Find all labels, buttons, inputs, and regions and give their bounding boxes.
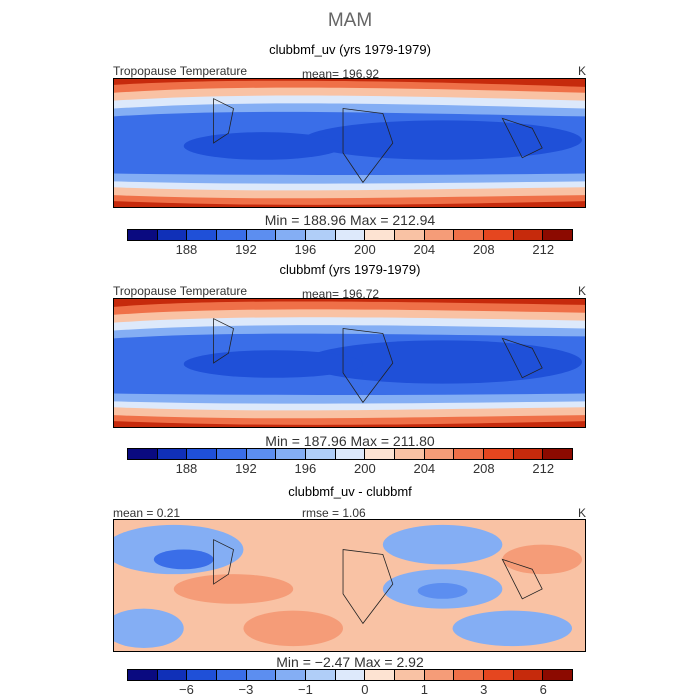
panel-2-colorbar-swatch: [543, 449, 573, 459]
panel-1-colorbar-swatch: [424, 230, 455, 240]
panel-2-colorbar-swatch: [454, 449, 485, 459]
panel-3-unit-label: K: [578, 506, 587, 520]
panel-2-mean-label: mean= 196.72: [302, 287, 380, 301]
panel-3-title: clubbmf_uv - clubbmf: [288, 484, 412, 499]
panel-1-colorbar-swatch: [543, 230, 573, 240]
panel-3-colorbar-swatch: [157, 670, 188, 680]
panel-2-colorbar-swatch: [424, 449, 455, 459]
panel-1-unit-label: K: [578, 64, 587, 78]
panel-3-colorbar-swatch: [187, 670, 218, 680]
panel-2-colorbar-tick-label: 188: [175, 461, 198, 476]
season-title: MAM: [327, 10, 373, 31]
panel-1-colorbar-swatch: [306, 230, 336, 240]
panel-2-colorbar-swatch: [276, 449, 307, 459]
panel-1-colorbar-swatch: [128, 230, 158, 240]
panel-3-rmse-label: rmse = 1.06: [302, 506, 366, 520]
panel-2-colorbar-tick-label: 200: [354, 461, 376, 476]
panel-1-minmax: Min = 188.96 Max = 212.94: [264, 212, 436, 228]
panel-3-colorbar-swatch: [454, 670, 485, 680]
panel-1-colorbar-tick-label: 188: [175, 242, 198, 257]
panel-3-colorbar-swatch: [217, 670, 247, 680]
panel-3-colorbar-swatch: [365, 670, 396, 680]
panel-3-colorbar-swatch: [484, 670, 514, 680]
panel-2-colorbar-tick-label: 204: [413, 461, 436, 476]
panel-3-mean-label: mean = 0.21: [113, 506, 181, 520]
panel-2-colorbar-tick-label: 208: [472, 461, 495, 476]
panel-3-colorbar-swatch: [513, 670, 544, 680]
panel-2-field: [114, 299, 585, 427]
panel-3-colorbar-tick-label: 6: [539, 682, 547, 697]
panel-1-mean-label: mean= 196.92: [302, 67, 380, 81]
panel-2-map: [113, 298, 586, 428]
panel-2-colorbar-swatch: [335, 449, 366, 459]
panel-1-colorbar-tick-label: 204: [413, 242, 436, 257]
panel-1-colorbar-swatch: [217, 230, 247, 240]
panel-3-colorbar-swatch: [276, 670, 307, 680]
panel-3-colorbar-swatch: [395, 670, 425, 680]
panel-1-colorbar-swatch: [365, 230, 396, 240]
panel-3-colorbar-swatch: [424, 670, 455, 680]
panel-1-colorbar-tick-label: 212: [532, 242, 555, 257]
panel-1-colorbar-tick-label: 196: [294, 242, 317, 257]
panel-3-colorbar-tick-label: 1: [420, 682, 428, 697]
panel-1-colorbar-swatch: [513, 230, 544, 240]
panel-2-colorbar-tick-label: 192: [235, 461, 257, 476]
panel-1-colorbar-tick-label: 192: [235, 242, 257, 257]
panel-1-colorbar-swatch: [276, 230, 307, 240]
panel-2-colorbar-swatch: [306, 449, 336, 459]
panel-2-colorbar-tick-label: 212: [532, 461, 555, 476]
panel-2-colorbar-swatch: [187, 449, 218, 459]
panel-2-colorbar-tick-label: 196: [294, 461, 317, 476]
panel-3-colorbar-swatch: [335, 670, 366, 680]
panel-3-map: [113, 519, 586, 652]
panel-2-colorbar-swatch: [365, 449, 396, 459]
panel-3-colorbar-tick-label: −6: [179, 682, 194, 697]
panel-2-unit-label: K: [578, 284, 587, 298]
panel-1-colorbar-swatch: [157, 230, 188, 240]
panel-2-colorbar-swatch: [395, 449, 425, 459]
panel-3-field: [114, 520, 585, 651]
panel-2-colorbar: [127, 448, 573, 460]
panel-1-colorbar-swatch: [454, 230, 485, 240]
panel-1-map: [113, 78, 586, 208]
panel-1-title: clubbmf_uv (yrs 1979-1979): [269, 42, 431, 57]
panel-3-colorbar-swatch: [543, 670, 573, 680]
panel-3-colorbar-tick-label: 3: [480, 682, 488, 697]
panel-1-colorbar-swatch: [187, 230, 218, 240]
panel-1-colorbar-swatch: [246, 230, 277, 240]
panel-2-variable-label: Tropopause Temperature: [113, 284, 248, 298]
panel-1-colorbar-swatch: [484, 230, 514, 240]
panel-3-colorbar-tick-label: −1: [297, 682, 313, 697]
panel-2-minmax: Min = 187.96 Max = 211.80: [265, 433, 435, 449]
panel-3-colorbar-swatch: [128, 670, 158, 680]
panel-1-field: [114, 79, 585, 207]
panel-1-variable-label: Tropopause Temperature: [113, 64, 248, 78]
panel-2-colorbar-swatch: [484, 449, 514, 459]
panel-2-colorbar-swatch: [157, 449, 188, 459]
panel-3-colorbar-tick-label: 0: [361, 682, 369, 697]
panel-3-minmax: Min = −2.47 Max = 2.92: [276, 654, 424, 670]
panel-2-colorbar-swatch: [128, 449, 158, 459]
panel-3-colorbar: [127, 669, 573, 681]
panel-1-colorbar-swatch: [335, 230, 366, 240]
panel-1-colorbar-swatch: [395, 230, 425, 240]
panel-1-colorbar-tick-label: 200: [354, 242, 376, 257]
panel-3-colorbar-tick-label: −3: [238, 682, 254, 697]
panel-2-colorbar-swatch: [513, 449, 544, 459]
panel-2-colorbar-swatch: [217, 449, 247, 459]
panel-2-title: clubbmf (yrs 1979-1979): [279, 262, 421, 277]
panel-3-colorbar-swatch: [246, 670, 277, 680]
panel-1-colorbar-tick-label: 208: [472, 242, 495, 257]
panel-1-colorbar: [127, 229, 573, 241]
panel-3-colorbar-swatch: [306, 670, 336, 680]
panel-2-colorbar-swatch: [246, 449, 277, 459]
